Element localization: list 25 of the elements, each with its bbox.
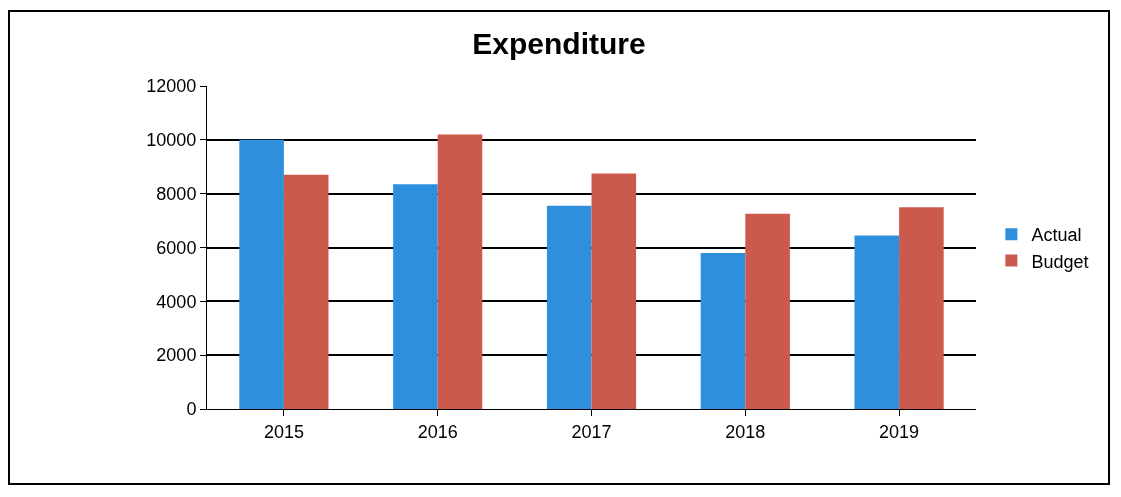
y-tick-label: 4000	[156, 291, 197, 312]
bar	[591, 173, 637, 409]
bar	[546, 205, 592, 409]
bar	[854, 235, 900, 409]
y-tick-label: 12000	[146, 76, 197, 97]
chart-title: Expenditure	[472, 26, 646, 60]
legend-label: Budget	[1031, 251, 1089, 272]
bar	[393, 184, 438, 409]
y-tick-label: 8000	[156, 183, 197, 204]
y-tick-label: 6000	[156, 237, 197, 258]
legend-label: Actual	[1031, 225, 1082, 246]
x-tick-label: 2016	[417, 421, 458, 442]
y-tick-label: 0	[186, 399, 197, 420]
bar	[239, 139, 284, 409]
x-tick-label: 2018	[725, 421, 766, 442]
x-tick-label: 2017	[571, 421, 612, 442]
x-tick-label: 2015	[263, 421, 304, 442]
bar	[437, 134, 483, 409]
bar	[899, 207, 944, 409]
bar	[700, 252, 746, 409]
x-tick-label: 2019	[879, 421, 920, 442]
bar	[745, 213, 790, 409]
y-tick-label: 2000	[156, 345, 197, 366]
bar	[283, 174, 329, 409]
y-tick-label: 10000	[146, 130, 197, 151]
